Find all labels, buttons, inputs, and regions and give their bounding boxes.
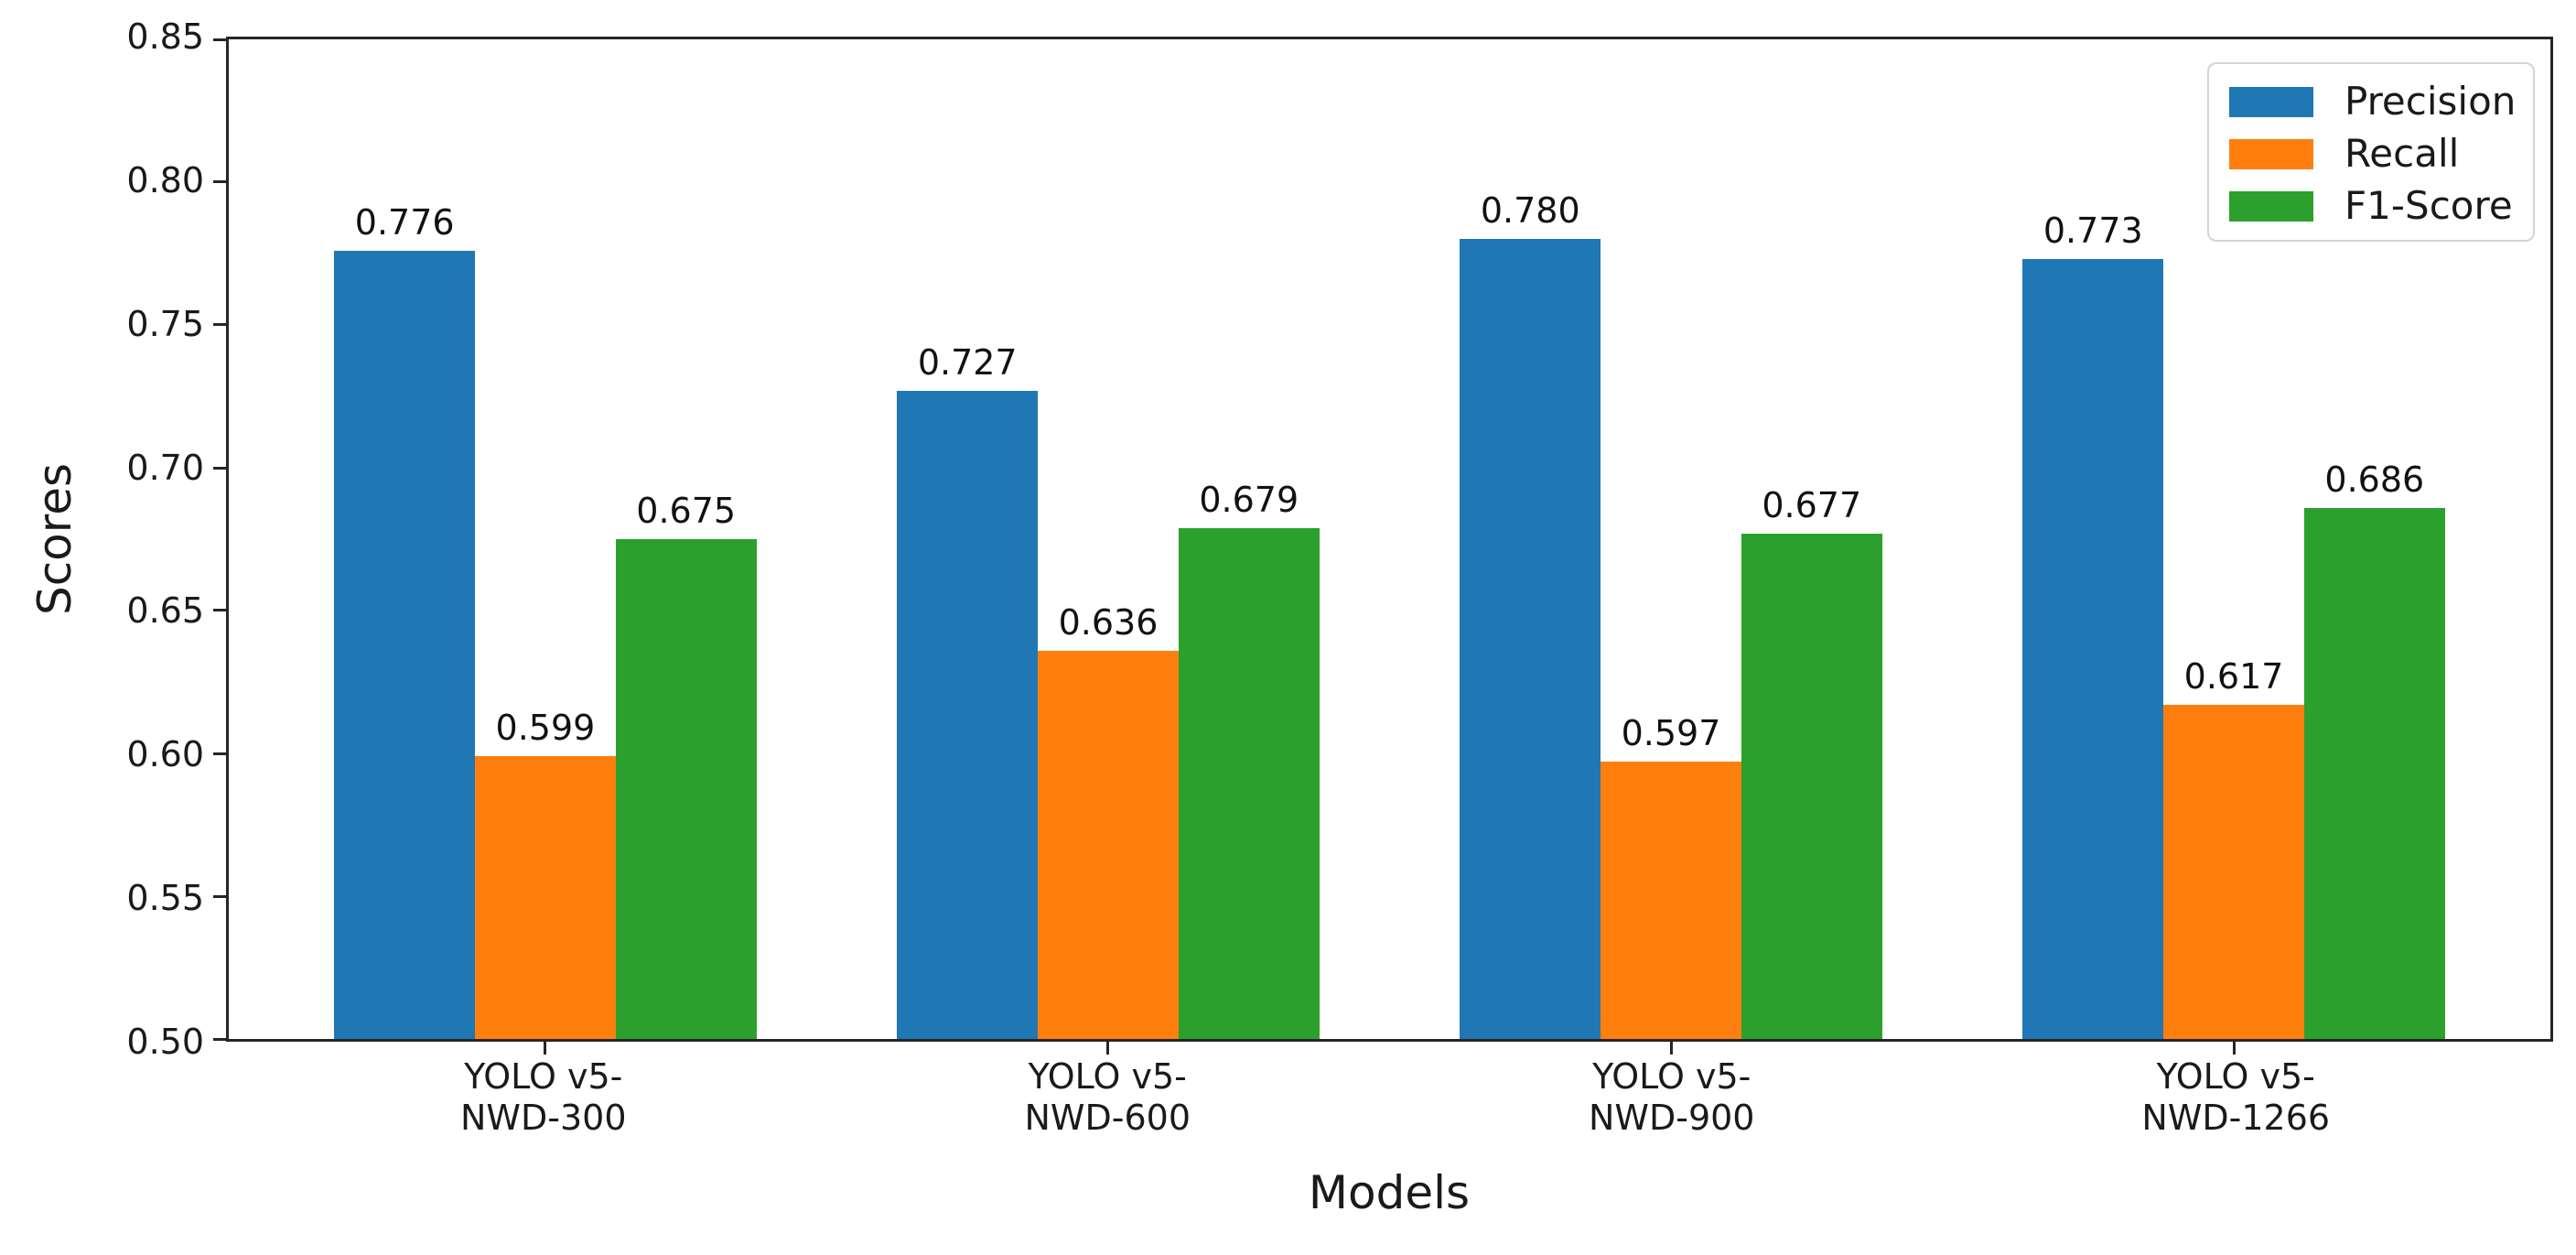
- y-tick-label: 0.80: [126, 159, 204, 200]
- bar-value-label: 0.617: [2183, 655, 2284, 697]
- y-tick-mark: [213, 38, 226, 41]
- bar-precision-1: [897, 390, 1039, 1039]
- bar-value-label: 0.597: [1621, 713, 1721, 754]
- x-axis: YOLO v5- NWD-300 YOLO v5- NWD-600 YOLO v5- NW…: [226, 1056, 2553, 1148]
- legend-swatch-f1-score-icon: [2229, 190, 2313, 222]
- y-tick-label: 0.75: [126, 303, 204, 344]
- legend-item-f1-score: F1-Score: [2229, 183, 2513, 228]
- x-tick-label: YOLO v5- NWD-900: [1588, 1056, 1755, 1138]
- x-tick-label: YOLO v5- NWD-600: [1024, 1056, 1191, 1138]
- y-tick-mark: [213, 1037, 226, 1041]
- legend-label-recall: Recall: [2344, 131, 2460, 176]
- y-tick-label: 0.65: [126, 590, 204, 632]
- y-tick-mark: [213, 894, 226, 898]
- y-tick-mark: [213, 609, 226, 612]
- bar-f1-score-0: [615, 539, 757, 1039]
- plot-area: 0.776 0.599 0.675 0.727 0.636 0.679 0.780 0.597…: [213, 37, 2553, 1055]
- legend-item-precision: Precision: [2229, 82, 2516, 121]
- bar-f1-score-2: [1741, 533, 1882, 1039]
- y-tick-mark: [213, 466, 226, 470]
- bar-value-label: 0.636: [1058, 601, 1159, 643]
- x-tick-label: YOLO v5- NWD-1266: [2141, 1056, 2331, 1138]
- bar-value-label: 0.679: [1199, 479, 1299, 520]
- bar-value-label: 0.599: [495, 708, 596, 749]
- x-axis-title: Models: [1308, 1166, 1471, 1219]
- y-tick-label: 0.85: [126, 16, 204, 57]
- x-tick-mark: [1669, 1042, 1673, 1055]
- y-tick-mark: [213, 180, 226, 184]
- legend-swatch-recall-icon: [2229, 138, 2313, 169]
- bar-recall-1: [1038, 650, 1179, 1039]
- y-tick-mark: [213, 323, 226, 327]
- y-tick-mark: [213, 752, 226, 755]
- y-tick-label: 0.50: [126, 1022, 204, 1062]
- y-axis: 0.85 0.80 0.75 0.70 0.65 0.60 0.55 0.50: [0, 19, 204, 1059]
- y-tick-label: 0.70: [126, 447, 204, 488]
- bar-precision-0: [334, 250, 476, 1039]
- bar-recall-3: [2163, 704, 2304, 1039]
- y-tick-label: 0.55: [126, 878, 204, 919]
- bar-precision-2: [1460, 239, 1601, 1039]
- bar-value-label: 0.727: [917, 341, 1018, 383]
- x-tick-mark: [544, 1042, 547, 1055]
- bar-value-label: 0.675: [636, 491, 737, 531]
- legend-label-f1-score: F1-Score: [2344, 183, 2513, 228]
- x-tick-mark: [1106, 1042, 1110, 1055]
- bar-f1-score-3: [2303, 507, 2445, 1039]
- legend-label-precision: Precision: [2344, 79, 2517, 124]
- bar-value-label: 0.776: [354, 201, 455, 243]
- bar-value-label: 0.780: [1480, 190, 1580, 232]
- y-tick-label: 0.60: [126, 734, 204, 775]
- bar-value-label: 0.686: [2324, 459, 2425, 500]
- bar-f1-score-1: [1178, 527, 1320, 1039]
- bar-value-label: 0.677: [1762, 484, 1862, 525]
- x-tick-label: YOLO v5- NWD-300: [459, 1056, 627, 1138]
- x-tick-mark: [2232, 1042, 2236, 1055]
- legend-swatch-precision-icon: [2229, 86, 2313, 117]
- legend: Precision Recall F1-Score: [2207, 62, 2535, 242]
- bar-recall-2: [1601, 762, 1741, 1039]
- bar-value-label: 0.773: [2042, 211, 2143, 252]
- bar-precision-3: [2022, 259, 2164, 1039]
- bar-recall-0: [475, 756, 616, 1039]
- legend-item-recall: Recall: [2229, 135, 2511, 173]
